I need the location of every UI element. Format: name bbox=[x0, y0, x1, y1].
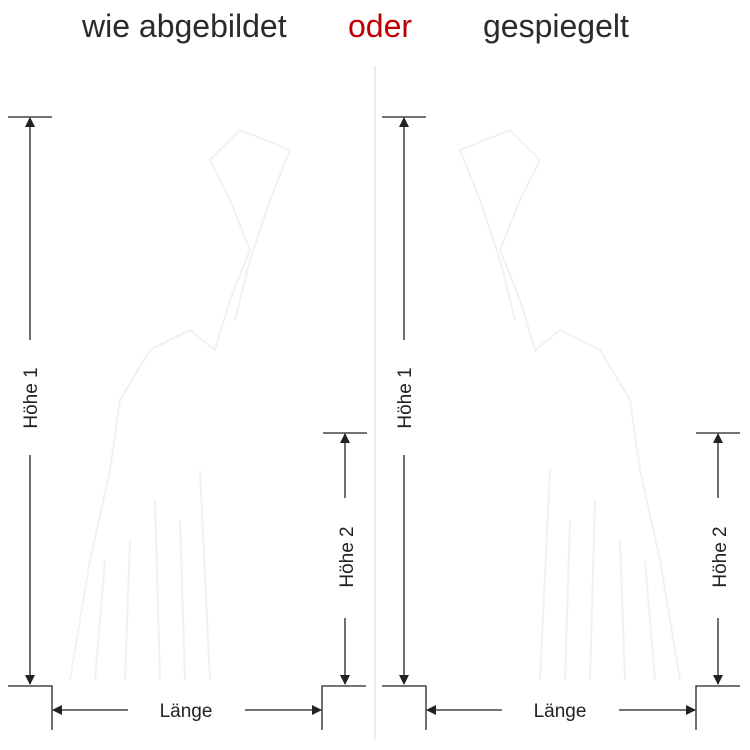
hoehe2-label: Höhe 2 bbox=[337, 526, 358, 587]
hoehe2-label: Höhe 2 bbox=[710, 526, 731, 587]
left-panel: Höhe 1 Höhe 2 Länge bbox=[8, 116, 367, 730]
title-as-shown: wie abgebildet bbox=[82, 8, 287, 44]
bottom-right-corner bbox=[695, 685, 740, 730]
hoehe1-label: Höhe 1 bbox=[395, 367, 416, 428]
bottom-right-corner bbox=[321, 685, 366, 730]
laenge-label: Länge bbox=[534, 701, 587, 722]
right-panel: Höhe 1 Höhe 2 Länge bbox=[382, 116, 740, 730]
hoehe1-label: Höhe 1 bbox=[21, 367, 42, 428]
header: wie abgebildet oder gespiegelt bbox=[0, 0, 750, 60]
ghost-silhouette-right bbox=[458, 128, 681, 681]
bottom-left-corner bbox=[382, 685, 427, 730]
title-mirrored: gespiegelt bbox=[483, 8, 629, 44]
bottom-left-corner bbox=[8, 685, 53, 730]
title-or: oder bbox=[348, 8, 413, 44]
ghost-silhouette-left bbox=[69, 128, 292, 681]
laenge-label: Länge bbox=[160, 701, 213, 722]
